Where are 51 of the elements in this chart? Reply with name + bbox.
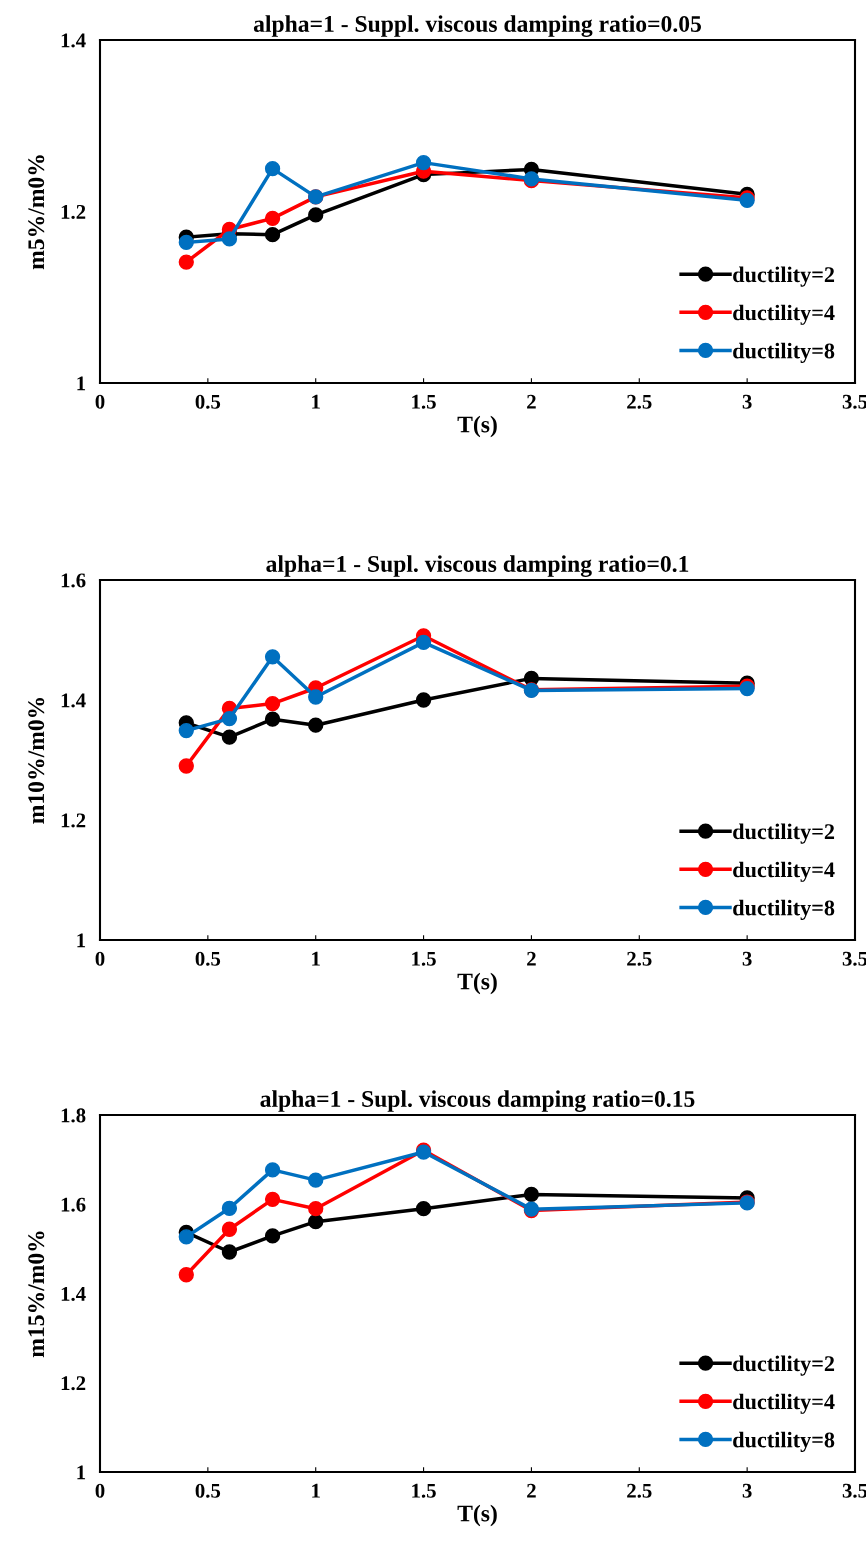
- x-tick-label: 0.5: [195, 1483, 221, 1498]
- y-tick-label: 1.4: [61, 33, 86, 48]
- y-tick-label: 1.4: [61, 1286, 86, 1302]
- y-tick-label: 1.8: [61, 1108, 86, 1123]
- chart-title: alpha=1 - Supl. viscous damping ratio=0.15: [260, 1090, 695, 1112]
- legend-label: ductility=8: [733, 342, 835, 363]
- legend-label: ductility=2: [733, 266, 835, 287]
- x-tick-label: 0: [95, 951, 105, 966]
- x-axis-title: T(s): [457, 972, 497, 995]
- y-tick-label: 1.2: [61, 204, 86, 220]
- y-tick-label: 1: [77, 376, 86, 391]
- legend-label: ductility=8: [733, 899, 835, 920]
- y-tick-label: 1: [77, 933, 86, 948]
- y-tick-label: 1.6: [61, 1197, 86, 1212]
- x-tick-label: 1: [312, 951, 320, 966]
- y-tick-label: 1.2: [61, 1376, 86, 1391]
- legend-label: ductility=8: [733, 1431, 835, 1452]
- x-axis-title: T(s): [457, 415, 497, 438]
- x-tick-label: 2: [527, 394, 536, 409]
- x-tick-label: 0: [95, 394, 105, 409]
- chart-title: alpha=1 - Supl. viscous damping ratio=0.1: [266, 555, 689, 577]
- y-axis-title: m5%/m0%: [28, 155, 45, 270]
- chart-title: alpha=1 - Suppl. viscous damping ratio=0.05: [253, 15, 702, 37]
- legend-label: ductility=4: [733, 861, 835, 882]
- x-tick-label: 1: [312, 1483, 320, 1498]
- x-tick-label: 0.5: [195, 951, 221, 966]
- x-tick-label: 2: [527, 951, 536, 966]
- y-tick-label: 1.2: [61, 813, 86, 828]
- x-tick-label: 0: [95, 1483, 105, 1498]
- legend-label: ductility=4: [733, 1393, 835, 1414]
- x-tick-label: 3: [742, 394, 752, 409]
- x-tick-label: 2.5: [627, 394, 652, 409]
- x-tick-label: 1: [312, 394, 320, 409]
- x-tick-label: 1.5: [412, 951, 436, 966]
- x-tick-label: 3: [742, 951, 752, 966]
- x-tick-label: 2.5: [627, 1483, 652, 1498]
- x-tick-label: 0.5: [195, 394, 221, 409]
- x-tick-label: 3: [742, 1483, 752, 1498]
- legend-label: ductility=2: [733, 1355, 835, 1376]
- x-tick-label: 2: [527, 1483, 536, 1498]
- x-tick-label: 1.5: [412, 394, 436, 409]
- x-tick-label: 2.5: [627, 951, 652, 966]
- y-tick-label: 1.6: [61, 573, 86, 588]
- y-axis-title: m15%/m0%: [28, 1231, 45, 1358]
- legend-label: ductility=4: [733, 304, 835, 325]
- x-axis-title: T(s): [457, 1504, 497, 1527]
- y-tick-label: 1: [77, 1465, 86, 1480]
- x-tick-label: 1.5: [412, 1483, 436, 1498]
- y-tick-label: 1.4: [61, 693, 86, 708]
- legend-label: ductility=2: [733, 823, 835, 844]
- y-axis-title: m10%/m0%: [28, 697, 45, 824]
